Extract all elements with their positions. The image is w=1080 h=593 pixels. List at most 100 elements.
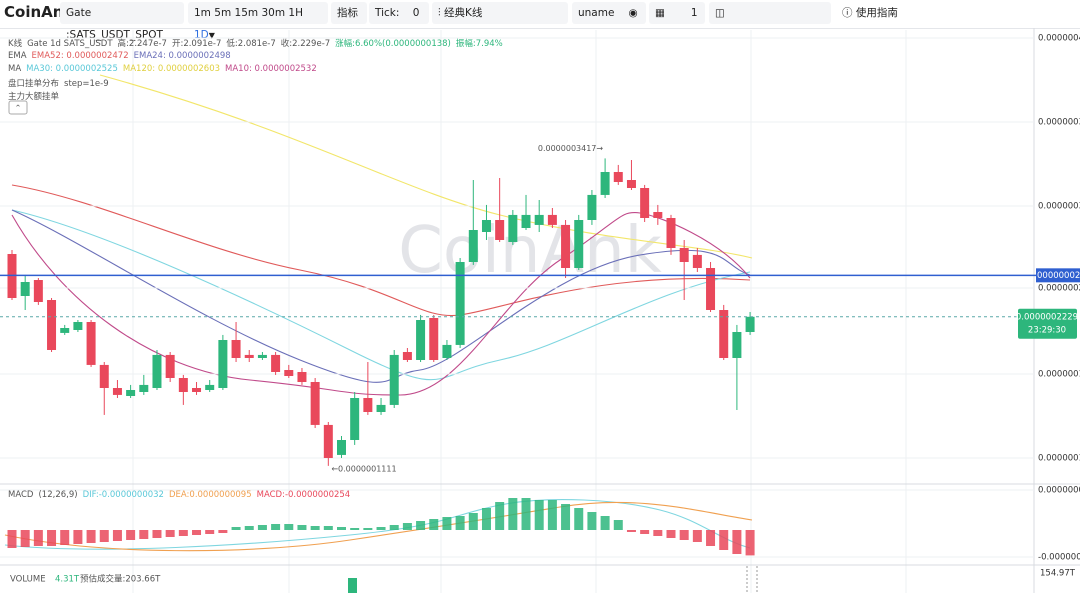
macd-bar bbox=[587, 512, 597, 530]
macd-bar bbox=[363, 528, 373, 530]
interval[interactable]: 5m bbox=[214, 7, 232, 19]
candle-body bbox=[363, 398, 373, 412]
candle-body bbox=[402, 352, 412, 360]
legend-item: Gate 1d SATS_USDT bbox=[27, 39, 113, 49]
interval[interactable]: 30m bbox=[261, 7, 286, 19]
interval[interactable]: 15m bbox=[234, 7, 259, 19]
legend-item: DIF:-0.0000000032 bbox=[82, 490, 164, 500]
legend-label: K线 bbox=[8, 39, 23, 49]
icon: ◫ bbox=[715, 7, 725, 19]
macd-bar bbox=[416, 521, 426, 530]
price-annotation: 0.0000003417→ bbox=[538, 144, 604, 153]
grid bbox=[132, 30, 907, 593]
macd-bar bbox=[271, 524, 281, 530]
legend-item: MA10: 0.0000002532 bbox=[225, 64, 317, 74]
candle-body bbox=[337, 440, 346, 455]
candle-body bbox=[666, 218, 676, 248]
candle-body bbox=[192, 388, 202, 392]
macd-bar bbox=[297, 525, 307, 530]
candle-body bbox=[60, 328, 70, 333]
macd-bar bbox=[679, 530, 689, 540]
dif-line bbox=[4, 498, 751, 550]
macd-bar bbox=[126, 530, 136, 540]
tick[interactable]: Tick: 0 bbox=[369, 2, 429, 24]
candle-body bbox=[376, 404, 386, 412]
macd-bar bbox=[600, 516, 610, 530]
candle-body bbox=[271, 354, 281, 372]
dea-line bbox=[4, 501, 753, 552]
price-annotation: ←0.0000001111 bbox=[331, 464, 396, 473]
candle-body bbox=[679, 248, 689, 262]
settings[interactable]: ◫ bbox=[709, 2, 831, 24]
help-icon: ⓘ bbox=[842, 7, 853, 19]
price-line-tag bbox=[1036, 268, 1080, 283]
legend-item: 振幅:7.94% bbox=[455, 39, 503, 49]
macd-bar bbox=[7, 530, 17, 548]
volume-axis-label: 154.97T bbox=[1040, 569, 1076, 579]
indicators[interactable]: 指标 bbox=[331, 2, 367, 24]
candle-body bbox=[178, 378, 188, 392]
macd-bar bbox=[337, 527, 346, 530]
macd-bar bbox=[47, 530, 57, 546]
chart-style[interactable]: ⫶ 经典K线 bbox=[432, 2, 568, 24]
candle-body bbox=[561, 224, 571, 268]
candle-body bbox=[613, 172, 623, 182]
candle-body bbox=[257, 354, 267, 358]
legend-ma: MA MA30: 0.0000002525 MA120: 0.0000002603 M… bbox=[8, 64, 322, 74]
price-line-label: 0000000254 bbox=[1037, 271, 1080, 281]
macd-bar bbox=[284, 524, 294, 530]
legend-large: 主力大额挂单 bbox=[8, 90, 64, 102]
candle-body bbox=[244, 354, 254, 358]
layout-count: 1 bbox=[690, 7, 698, 19]
candle-body bbox=[20, 282, 30, 296]
grid-icon: ▦ bbox=[655, 7, 665, 19]
macd-bar bbox=[442, 517, 452, 530]
macd-bar bbox=[376, 527, 386, 530]
candle-body bbox=[33, 280, 43, 302]
candle-body bbox=[653, 212, 663, 218]
legend-item: step=1e-9 bbox=[64, 79, 109, 89]
legend-label: EMA bbox=[8, 51, 27, 61]
macd-bar bbox=[192, 530, 202, 535]
macd-bar bbox=[613, 520, 623, 530]
macd-bar bbox=[574, 508, 584, 530]
dropdown-arrow[interactable]: ▼ bbox=[208, 31, 215, 40]
y-tick-label: 0.0000003 bbox=[1038, 202, 1080, 212]
candle-body bbox=[521, 214, 531, 228]
candle-body bbox=[626, 180, 636, 188]
symbol[interactable]: Gate :SATS_USDT_SPOT bbox=[60, 2, 184, 41]
macd-bar bbox=[547, 500, 557, 530]
macd-bar bbox=[112, 530, 122, 541]
legend-item: MA30: 0.0000002525 bbox=[26, 64, 118, 74]
macd-bar bbox=[60, 530, 70, 545]
legend-label: 主力大额挂单 bbox=[8, 92, 60, 102]
legend-item: (12,26,9) bbox=[38, 490, 78, 500]
macd-bar bbox=[231, 527, 241, 530]
collapse-button[interactable] bbox=[8, 100, 28, 115]
candle-body bbox=[165, 354, 175, 378]
macd-bar bbox=[323, 526, 333, 530]
candle-body bbox=[86, 322, 96, 365]
candle-body bbox=[495, 220, 505, 240]
macd-bar bbox=[86, 530, 96, 543]
candle-body bbox=[231, 340, 241, 358]
macd-bar bbox=[73, 530, 83, 544]
candle-body bbox=[692, 254, 702, 268]
logo[interactable]: CoinAnk bbox=[4, 3, 74, 21]
layout[interactable]: ▦ 1 bbox=[649, 2, 705, 24]
macd-bar bbox=[152, 530, 162, 538]
candle-body bbox=[47, 300, 57, 350]
legend-item: EMA52: 0.0000002472 bbox=[31, 51, 129, 61]
guide[interactable]: ⓘ 使用指南 bbox=[836, 2, 912, 24]
candle-body bbox=[732, 332, 742, 358]
legend-depth: 盘口挂单分布 step=1e-9 bbox=[8, 77, 114, 89]
tick-label: Tick: bbox=[375, 7, 400, 19]
candle-body bbox=[534, 214, 544, 225]
candle-body bbox=[284, 370, 294, 376]
interval[interactable]: 1m bbox=[194, 7, 211, 19]
macd-bar bbox=[692, 530, 702, 542]
macd-bar bbox=[521, 498, 531, 530]
user[interactable]: uname ◉ bbox=[572, 2, 646, 24]
interval[interactable]: 1H bbox=[288, 7, 303, 19]
candle-body bbox=[350, 398, 360, 440]
